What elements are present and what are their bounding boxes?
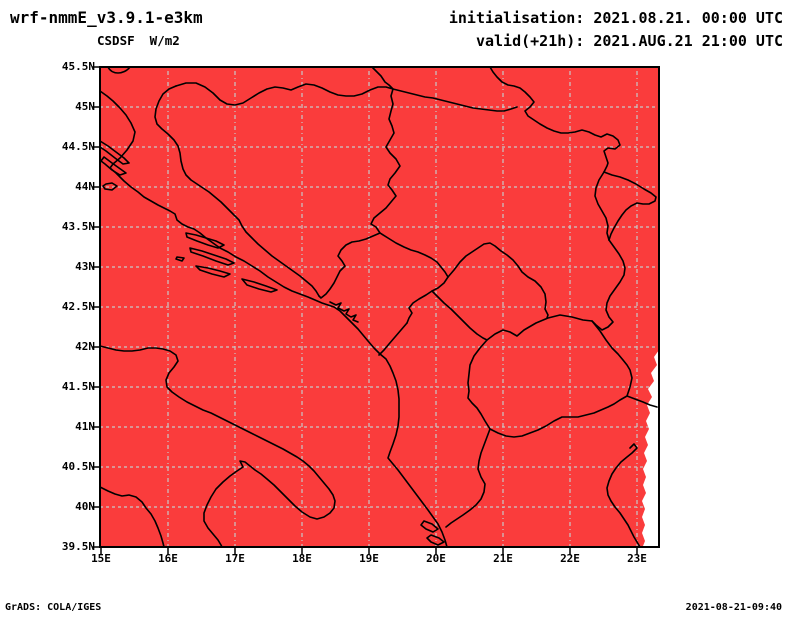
lat-label-42n: 42N bbox=[75, 340, 95, 353]
lat-label-43-5n: 43.5N bbox=[61, 220, 95, 233]
border-kosovo-albania bbox=[431, 290, 488, 341]
border-serbia-romania-bulge bbox=[603, 171, 657, 241]
nodata-strip bbox=[642, 350, 659, 546]
border-danube bbox=[489, 66, 621, 173]
island-dugi-otok bbox=[102, 182, 118, 191]
border-bosnia-montenegro bbox=[318, 232, 381, 299]
grads-credit: GrADS: COLA/IGES bbox=[5, 602, 102, 613]
island-brac bbox=[185, 232, 225, 249]
lat-label-42-5n: 42.5N bbox=[61, 300, 95, 313]
variable-title: CSDSF W/m2 bbox=[97, 33, 180, 48]
border-albania-greece bbox=[445, 428, 491, 528]
border-montenegro-albania bbox=[378, 322, 408, 356]
border-serbia-montenegro bbox=[379, 232, 449, 278]
lat-label-45-5n: 45.5N bbox=[61, 60, 95, 73]
island-pag-2 bbox=[100, 156, 127, 176]
border-topleft-dip bbox=[107, 66, 131, 74]
coastline-italy-adriatic bbox=[99, 345, 336, 548]
lon-label-22e: 22E bbox=[560, 552, 580, 565]
lon-label-17e: 17E bbox=[225, 552, 245, 565]
lon-label-20e: 20E bbox=[426, 552, 446, 565]
lat-label-44-5n: 44.5N bbox=[61, 140, 95, 153]
island-hvar bbox=[189, 247, 235, 266]
border-drina bbox=[370, 66, 401, 234]
coastline-italy-tyrrhenian bbox=[99, 486, 165, 548]
axis-ticks bbox=[92, 66, 638, 555]
border-kosovo-north bbox=[447, 242, 549, 319]
lat-label-40-5n: 40.5N bbox=[61, 460, 95, 473]
coastline-adriatic-east bbox=[99, 90, 448, 548]
island-mljet bbox=[241, 278, 278, 293]
island-vis bbox=[175, 256, 185, 262]
lon-label-23e: 23E bbox=[627, 552, 647, 565]
island-corfu-1 bbox=[420, 520, 439, 533]
border-macedonia bbox=[467, 314, 633, 438]
border-sava-north bbox=[175, 82, 518, 112]
lon-label-19e: 19E bbox=[359, 552, 379, 565]
border-greece-southeast bbox=[606, 443, 641, 548]
lat-label-45n: 45N bbox=[75, 100, 95, 113]
map-outlines bbox=[99, 66, 657, 548]
border-macedonia-greece-east bbox=[626, 395, 658, 408]
island-korcula bbox=[195, 265, 231, 278]
lon-label-18e: 18E bbox=[292, 552, 312, 565]
lat-label-40n: 40N bbox=[75, 500, 95, 513]
init-time-label: initialisation: 2021.08.21. 00:00 UTC bbox=[448, 9, 783, 27]
island-corfu-2 bbox=[426, 534, 445, 546]
lat-label-41n: 41N bbox=[75, 420, 95, 433]
field-fill-rect bbox=[100, 67, 659, 547]
lat-label-41-5n: 41.5N bbox=[61, 380, 95, 393]
valid-time-label: valid(+21h): 2021.AUG.21 21:00 UTC bbox=[475, 32, 783, 50]
generated-timestamp: 2021-08-21-09:40 bbox=[685, 602, 782, 613]
lat-label-43n: 43N bbox=[75, 260, 95, 273]
lon-label-16e: 16E bbox=[158, 552, 178, 565]
lon-label-15e: 15E bbox=[91, 552, 111, 565]
border-serbia-bulgaria bbox=[591, 239, 626, 331]
border-bosnia-west bbox=[154, 85, 320, 297]
model-title: wrf-nmmE_v3.9.1-e3km bbox=[10, 8, 203, 27]
border-serbia-romania-west bbox=[594, 171, 610, 241]
border-kosovo-west bbox=[406, 276, 449, 324]
lon-label-21e: 21E bbox=[493, 552, 513, 565]
island-pag-1 bbox=[99, 140, 130, 165]
lat-label-44n: 44N bbox=[75, 180, 95, 193]
lat-label-39-5n: 39.5N bbox=[61, 540, 95, 553]
kotor-bay bbox=[329, 301, 359, 323]
